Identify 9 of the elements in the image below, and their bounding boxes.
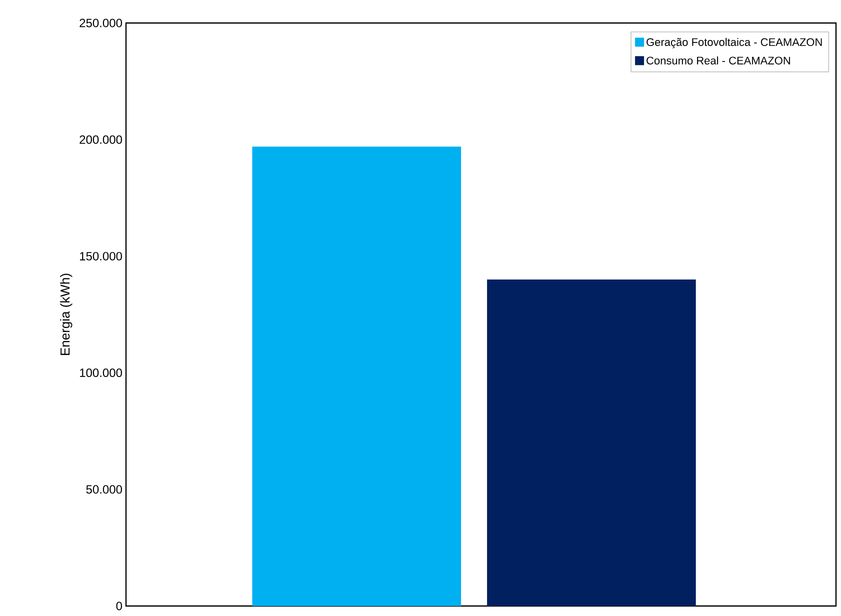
y-tick-label: 100.000 [80, 368, 122, 378]
y-tick-label: 150.000 [80, 252, 122, 260]
legend-label: Geração Fotovoltaica - CEAMAZON [646, 38, 822, 48]
y-tick-label: 0 [116, 602, 122, 610]
y-tick-label: 200.000 [80, 135, 122, 144]
y-tick-label: 250.000 [80, 18, 122, 28]
y-tick-label: 50.000 [86, 485, 122, 494]
y-axis-title: Energia (kWh) [60, 274, 72, 355]
legend-label: Consumo Real - CEAMAZON [646, 56, 790, 64]
